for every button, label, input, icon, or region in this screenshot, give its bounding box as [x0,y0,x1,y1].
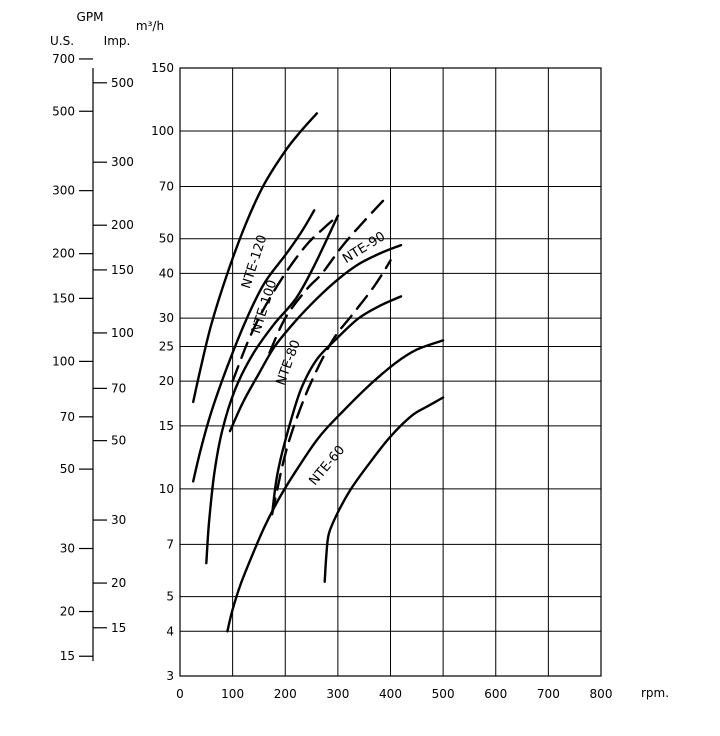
x-tick-label: 0 [176,687,184,701]
pump-curve-9 [323,396,445,583]
pump-curve-8 [226,339,445,633]
us-gpm-tick-label: 15 [60,649,75,663]
y-tick-label: 20 [159,374,174,388]
chart-grid [179,67,602,677]
y-tick-label: 30 [159,311,174,325]
imp-gpm-tick-label: 150 [111,263,134,277]
us-gpm-tick-label: 20 [60,605,75,619]
imp-gpm-tick-label: 50 [111,434,126,448]
pump-curve-7 [270,295,403,516]
curve-label-nte-80: NTE-80 [274,338,304,387]
us-gpm-tick-label: 100 [52,354,75,368]
y-tick-label: 150 [151,61,174,75]
y-axis-unit: m³/h [136,19,164,33]
imp-scale-label: Imp. [104,34,131,48]
y-tick-label: 3 [166,669,174,683]
curve-label-nte-60: NTE-60 [306,443,348,489]
imp-gpm-tick-label: 70 [111,381,126,395]
gpm-header: GPM [77,10,104,24]
us-gpm-tick-label: 700 [52,52,75,66]
pump-curve-2 [231,214,340,383]
us-gpm-tick-label: 70 [60,410,75,424]
y-tick-label: 100 [151,124,174,138]
us-gpm-tick-label: 50 [60,462,75,476]
y-tick-label: 4 [166,624,174,638]
pump-curve-0 [192,112,318,404]
imp-gpm-tick-label: 15 [111,621,126,635]
y-tick-label: 40 [159,266,174,280]
x-tick-label: 800 [590,687,613,701]
x-axis-unit: rpm. [641,686,669,700]
pump-curve-3 [205,214,340,565]
x-tick-label: 400 [379,687,402,701]
gpm-scales [79,58,107,662]
pump-curves [192,112,445,633]
imp-gpm-tick-label: 20 [111,576,126,590]
x-tick-label: 300 [326,687,349,701]
chart-ticks: 0 100 200 300 400 500 600 700 800 3 4 5 7 10 15 20 25 30 4… [52,52,612,701]
us-gpm-tick-label: 500 [52,104,75,118]
y-tick-label: 25 [159,339,174,353]
us-gpm-tick-label: 30 [60,542,75,556]
x-tick-label: 500 [432,687,455,701]
us-gpm-tick-label: 200 [52,247,75,261]
imp-gpm-tick-label: 500 [111,76,134,90]
us-scale-label: U.S. [50,34,74,48]
y-tick-label: 5 [166,590,174,604]
y-tick-label: 15 [159,419,174,433]
x-tick-label: 700 [537,687,560,701]
pump-curve-1 [192,209,316,483]
y-tick-label: 70 [159,179,174,193]
y-tick-label: 10 [159,482,174,496]
imp-gpm-tick-label: 300 [111,155,134,169]
pump-curve-6 [270,259,392,516]
y-tick-label: 50 [159,232,174,246]
x-tick-label: 200 [274,687,297,701]
x-tick-label: 100 [221,687,244,701]
imp-gpm-tick-label: 200 [111,218,134,232]
pump-curve-5 [228,243,403,433]
x-tick-label: 600 [484,687,507,701]
imp-gpm-tick-label: 100 [111,326,134,340]
us-gpm-tick-label: 150 [52,291,75,305]
imp-gpm-tick-label: 30 [111,513,126,527]
us-gpm-tick-label: 300 [52,184,75,198]
pump-curve-4 [268,194,390,354]
y-tick-label: 7 [166,537,174,551]
